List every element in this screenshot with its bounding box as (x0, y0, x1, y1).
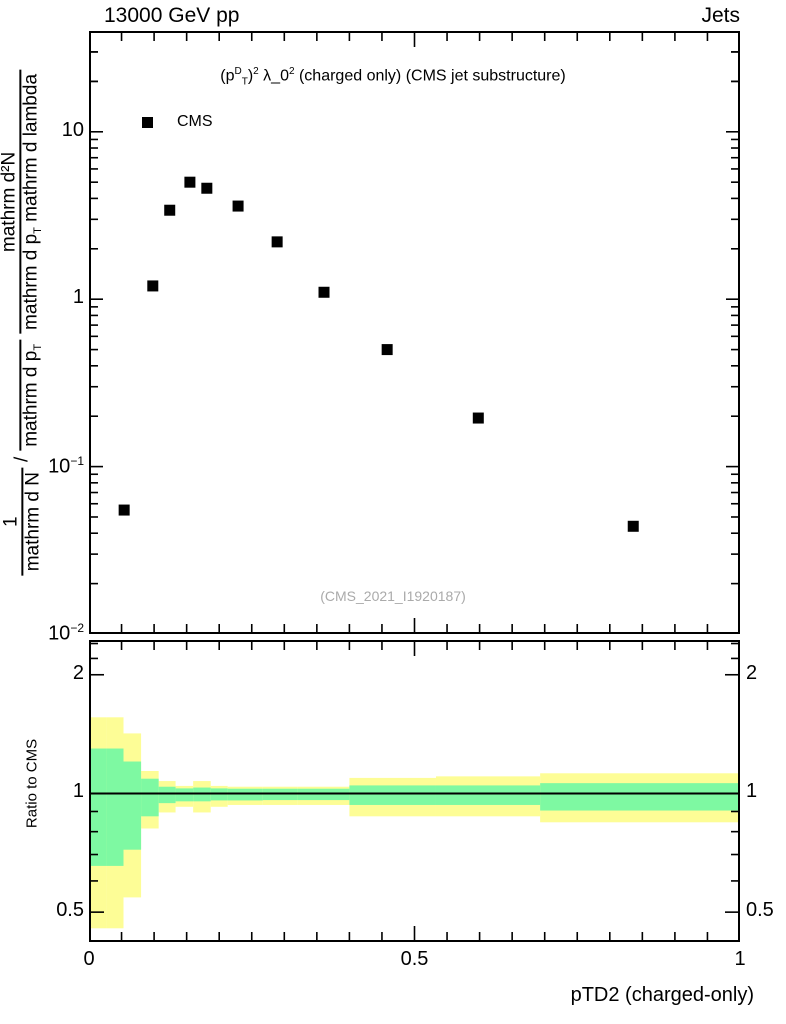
y-axis-tick-label: 10−2 (48, 621, 84, 645)
main-plot-panel (89, 31, 740, 634)
y-axis-mid-den: mathrm d pT (19, 339, 45, 451)
plot-title-lambda-sup: 2 (288, 66, 295, 77)
ratio-y-tick-label-right: 2 (746, 661, 758, 684)
data-point-marker (271, 236, 283, 248)
data-point-marker (201, 182, 213, 194)
plot-title-pow: 2 (253, 66, 259, 77)
ratio-y-axis-label: Ratio to CMS (23, 738, 41, 829)
ratio-plot-panel (89, 640, 740, 942)
y-axis-label: 1 mathrm d N / mathrm d pT mathrm d²N ma… (0, 13, 45, 633)
data-point-marker (472, 412, 484, 424)
y-axis-outer-fraction: 1 mathrm d N (0, 468, 43, 576)
ratio-band-green (158, 786, 176, 804)
y-axis-mid-num (0, 389, 19, 402)
data-point-marker (627, 520, 639, 532)
data-point-marker (381, 344, 393, 356)
y-axis-outer-den: mathrm d N (21, 468, 43, 576)
data-point-marker (232, 200, 244, 212)
y-axis-tick-label: 1 (72, 286, 84, 309)
plot-title-sub-T: T (241, 76, 248, 88)
x-axis-tick-label: 1 (734, 948, 746, 970)
y-axis-tick-label: 10−1 (48, 453, 84, 478)
ratio-band-green (227, 788, 263, 801)
ratio-band-green (349, 785, 436, 805)
x-axis-label: pTD2 (charged-only) (570, 984, 754, 1006)
header-beam-label: 13000 GeV pp (104, 4, 240, 27)
legend: CMS (142, 113, 213, 131)
y-axis-inner-den-tail: mathrm d lambda (20, 73, 42, 222)
ratio-band-green (540, 783, 738, 811)
plot-title-rest: (charged only) (CMS jet substructure) (294, 67, 566, 85)
plot-title: (pDT)2 λ_02 (charged only) (CMS jet subs… (0, 66, 786, 88)
legend-label-cms: CMS (177, 113, 213, 130)
analysis-id-watermark: (CMS_2021_I1920187) (320, 588, 466, 604)
x-axis-tick-label: 0.5 (400, 948, 429, 970)
plot-title-lambda: λ_0 (258, 67, 289, 85)
x-axis-tick-label: 0 (83, 948, 95, 970)
y-axis-outer-den-a: mathrm d N (22, 472, 43, 572)
ratio-y-tick-label-left: 0.5 (56, 899, 84, 922)
y-axis-inner-den-a: mathrm d p (20, 233, 42, 330)
legend-marker-cms (142, 116, 153, 128)
y-axis-mid-fraction: mathrm d pT (0, 339, 45, 451)
y-axis-tick-label: 10 (61, 118, 84, 141)
ratio-band-green (435, 785, 541, 805)
ratio-y-tick-label-left: 1 (72, 780, 84, 803)
data-point-marker (318, 286, 330, 298)
data-point-marker (164, 204, 176, 216)
plot-title-close: ) (247, 67, 254, 85)
header-category-label: Jets (701, 4, 740, 27)
ratio-band-green (123, 761, 142, 850)
ratio-y-tick-label-left: 2 (72, 661, 84, 684)
ratio-band-green (106, 748, 124, 866)
plot-title-text: (p (220, 67, 235, 85)
main-plot-canvas (91, 33, 738, 632)
ratio-plot-canvas (91, 642, 738, 940)
y-axis-inner-den: mathrm d pT mathrm d lambda (19, 69, 45, 334)
y-axis-inner-den-sub: T (32, 227, 45, 234)
ratio-band-green (175, 788, 194, 802)
y-axis-slash: / (11, 456, 32, 463)
plot-title-sup-D: D (234, 66, 242, 77)
ratio-band-green (91, 748, 107, 866)
y-axis-inner-num: mathrm d²N (0, 151, 20, 253)
ratio-y-tick-label-right: 0.5 (746, 899, 774, 922)
y-axis-mid-den-b: mathrm d p (20, 350, 42, 447)
data-point-marker (184, 176, 196, 188)
y-axis-inner-fraction: mathrm d²N mathrm d pT mathrm d lambda (0, 69, 45, 334)
data-point-marker (147, 280, 159, 292)
y-axis-outer-num: 1 (0, 516, 22, 527)
ratio-y-tick-label-right: 1 (746, 780, 758, 803)
ratio-band-green (141, 778, 159, 817)
y-axis-mid-den-sub: T (32, 343, 45, 351)
data-point-marker (118, 504, 130, 516)
